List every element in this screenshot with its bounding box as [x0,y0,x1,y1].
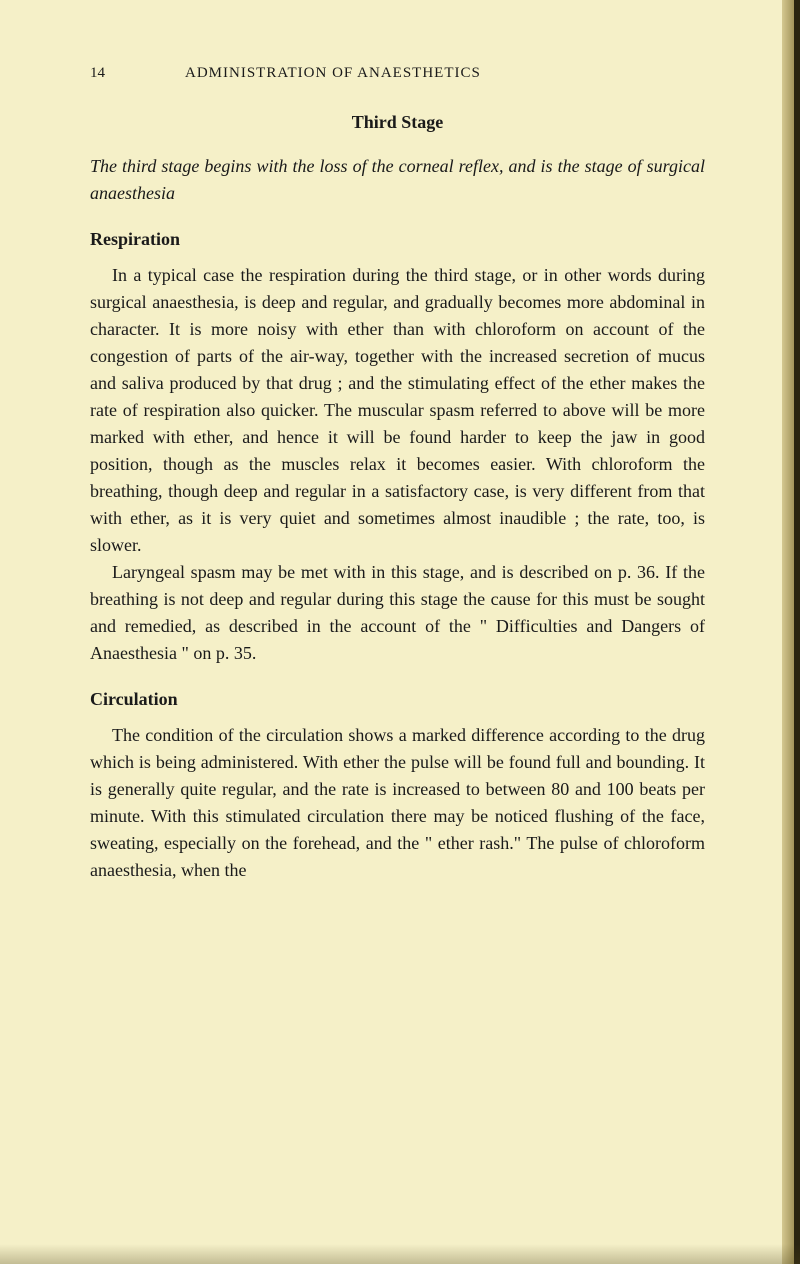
intro-paragraph: The third stage begins with the loss of … [90,153,705,207]
running-header: ADMINISTRATION OF ANAESTHETICS [185,65,481,82]
subsection-respiration-title: Respiration [90,229,705,250]
circulation-paragraph-1: The condition of the circulation shows a… [90,722,705,884]
page-right-edge-shadow [794,0,800,1264]
respiration-paragraph-1: In a typical case the respiration during… [90,262,705,559]
section-title: Third Stage [90,112,705,133]
page-header: 14 ADMINISTRATION OF ANAESTHETICS [90,65,705,82]
page-number: 14 [90,65,105,82]
page-bottom-shadow [0,1244,800,1264]
book-page: 14 ADMINISTRATION OF ANAESTHETICS Third … [0,0,800,1264]
respiration-paragraph-2: Laryngeal spasm may be met with in this … [90,559,705,667]
subsection-circulation-title: Circulation [90,689,705,710]
